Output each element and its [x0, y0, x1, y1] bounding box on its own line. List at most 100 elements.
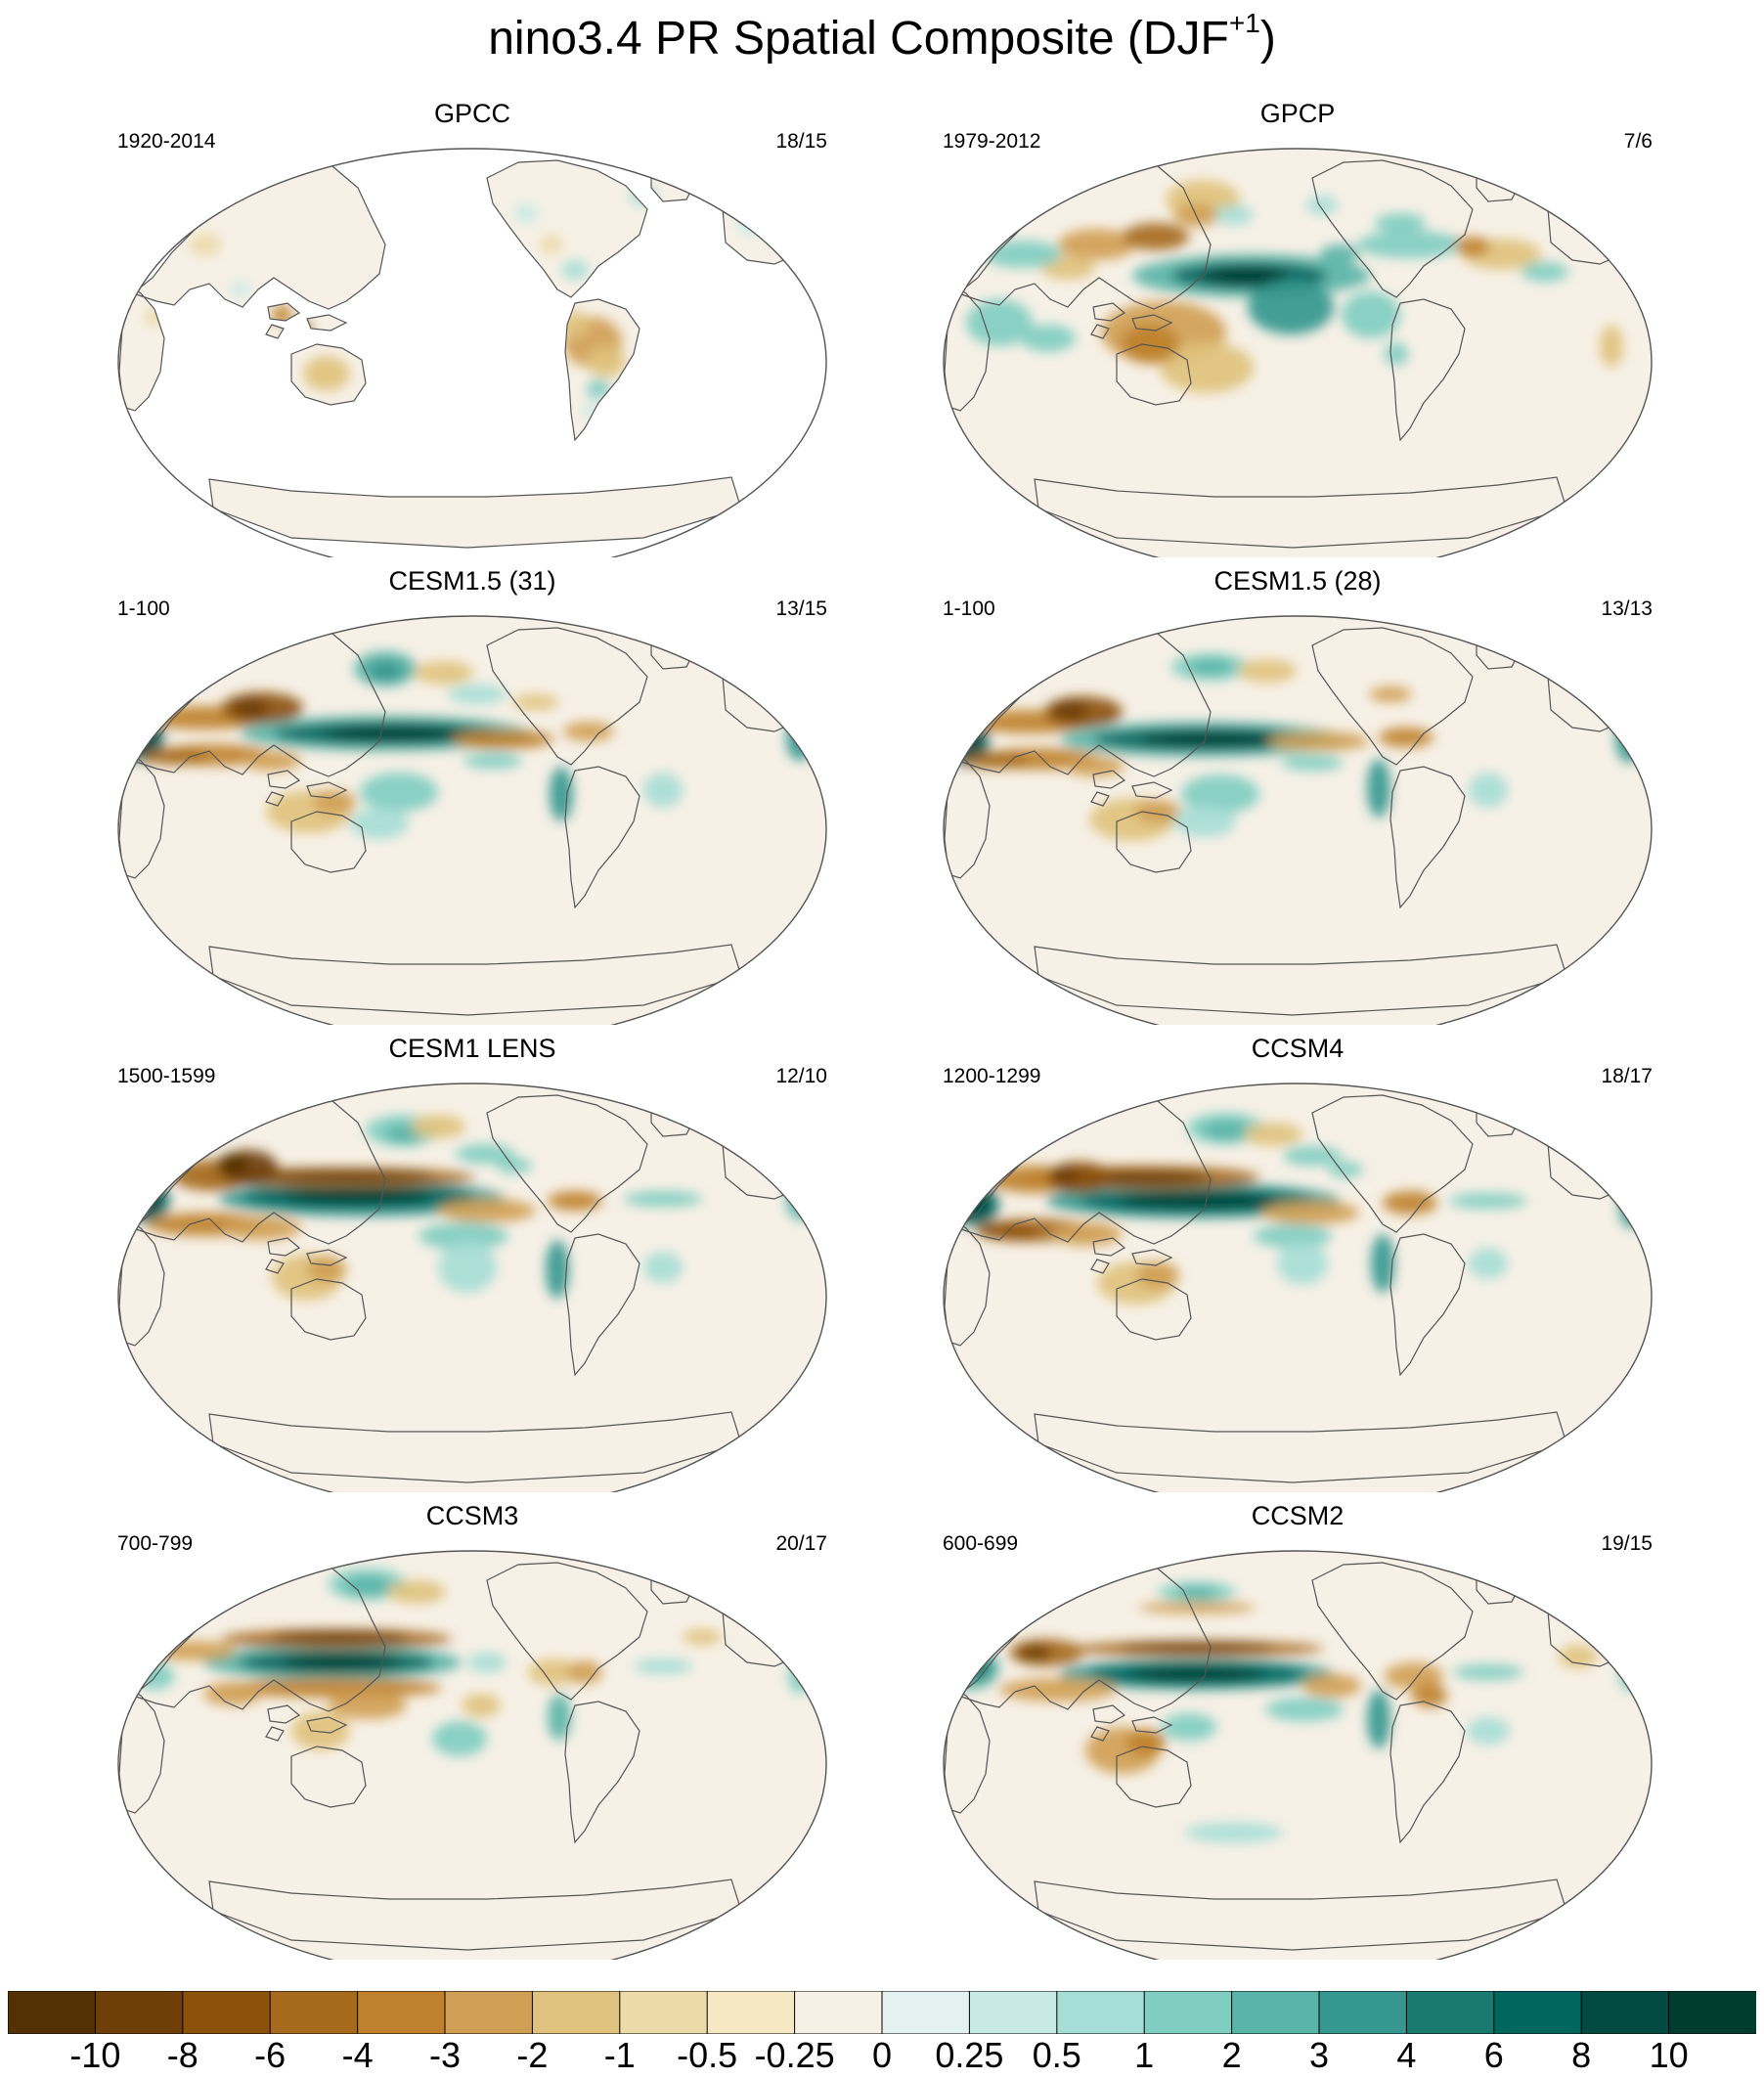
anomaly-blob [1214, 205, 1254, 225]
anomaly-blob [1283, 1146, 1342, 1166]
coastline [208, 1879, 742, 1951]
anomaly-blob [1306, 196, 1338, 215]
colorbar-swatch [357, 1991, 447, 2034]
anomaly-blob [512, 694, 559, 710]
anomaly-blob [1342, 291, 1400, 338]
anomaly-blob [387, 1580, 446, 1604]
anomaly-blob [624, 1191, 702, 1207]
anomaly-blob [1302, 1674, 1361, 1698]
globe-outline [117, 615, 827, 1025]
coastline [265, 1259, 285, 1274]
anomaly-blob [786, 718, 814, 761]
colorbar-swatch [619, 1991, 709, 2034]
globe-outline [117, 1083, 827, 1492]
coastline [1116, 1278, 1192, 1341]
coastline [486, 627, 648, 766]
anomaly-blob [284, 1190, 432, 1204]
anomaly-blob [999, 1678, 1117, 1702]
colorbar-swatch [1668, 1991, 1756, 2034]
anomaly-blob [307, 1256, 346, 1283]
anomaly-blob [243, 751, 301, 771]
map-panel-cesm15-31: CESM1.5 (31) 1-100 13/15 [115, 565, 829, 1025]
colorbar-swatch [881, 1991, 971, 2034]
panel-period: 1979-2012 [943, 130, 1041, 153]
anomaly-blob [141, 749, 207, 765]
anomaly-blob [438, 1199, 536, 1222]
anomaly-blob [448, 685, 507, 704]
coastline [265, 324, 285, 339]
panel-title: CCSM2 [1251, 1501, 1345, 1530]
coastline [1311, 627, 1474, 766]
colorbar-swatch [269, 1991, 359, 2034]
map-canvas [117, 615, 827, 1025]
globe-background [118, 616, 826, 1025]
anomaly-blob [463, 753, 522, 769]
anomaly-blob [561, 260, 589, 280]
anomaly-field [135, 1569, 812, 1756]
land-area [209, 477, 741, 548]
anomaly-blob [978, 1224, 1040, 1240]
map-panel-ccsm3: CCSM3 700-799 20/17 [115, 1500, 829, 1960]
anomaly-blob [1367, 759, 1390, 818]
coastline [1092, 1237, 1126, 1257]
colorbar [8, 1991, 1756, 2034]
coastline [1092, 302, 1126, 322]
anomaly-blob [1277, 1242, 1328, 1285]
coastline [1116, 811, 1192, 873]
colorbar-tick-label: 3 [1308, 2035, 1330, 2075]
anomaly-blob [540, 235, 563, 254]
coastline [1034, 1411, 1567, 1483]
colorbar-tick-label: 0 [871, 2035, 893, 2075]
coastline [1090, 1726, 1110, 1742]
coastline [1092, 770, 1126, 789]
panel-title: GPCC [433, 99, 510, 128]
anomaly-blob [438, 1242, 497, 1293]
coastline [486, 1094, 648, 1233]
coastline [1131, 1716, 1173, 1734]
coastline [1116, 343, 1192, 406]
anomaly-blob [203, 1682, 262, 1705]
anomaly-blob [497, 1158, 532, 1173]
anomaly-blob [415, 661, 473, 685]
anomaly-blob [1017, 1645, 1052, 1660]
anomaly-blob [1449, 1193, 1527, 1209]
anomaly-blob [1600, 325, 1623, 368]
anomaly-blob [467, 1653, 507, 1672]
anomaly-blob [227, 1678, 442, 1698]
globe-outline [117, 148, 827, 557]
coastline [1389, 1233, 1466, 1377]
coastline [1389, 298, 1466, 442]
coastline [265, 791, 285, 807]
coastline [1092, 1704, 1126, 1724]
anomaly-blob [231, 282, 250, 297]
panel-title: CESM1.5 (31) [388, 566, 556, 596]
map-panel-gpcc: GPCC 1920-2014 18/15 [115, 98, 829, 557]
figure-title-end: ) [1259, 13, 1276, 65]
anomaly-blob [643, 1252, 683, 1283]
coastline [306, 1716, 348, 1734]
anomaly-blob [737, 215, 765, 235]
coastline [1311, 159, 1474, 298]
anomaly-blob [1203, 267, 1289, 285]
anomaly-blob [1265, 1698, 1344, 1721]
globe-outline [117, 1550, 827, 1960]
coastline [306, 1249, 348, 1266]
panel-period: 1920-2014 [117, 130, 216, 153]
anomaly-blob [1119, 1642, 1275, 1652]
panel-count: 18/17 [1601, 1065, 1653, 1087]
coastline [1311, 1094, 1474, 1233]
coastline [290, 343, 367, 406]
coastline [290, 811, 367, 873]
anomaly-blob [1367, 1690, 1390, 1748]
colorbar-swatch [8, 1991, 97, 2034]
anomaly-blob [360, 773, 438, 812]
anomaly-blob [1469, 773, 1508, 808]
colorbar-swatch [1405, 1991, 1495, 2034]
colorbar-tick-label: -0.25 [754, 2035, 835, 2075]
anomaly-blob [1357, 231, 1463, 258]
anomaly-blob [1469, 1248, 1508, 1279]
anomaly-blob [1121, 325, 1179, 364]
anomaly-blob [528, 1658, 579, 1686]
figure-title-main: nino3.4 PR Spatial Composite (DJF [488, 13, 1229, 65]
coastline [564, 1701, 640, 1844]
